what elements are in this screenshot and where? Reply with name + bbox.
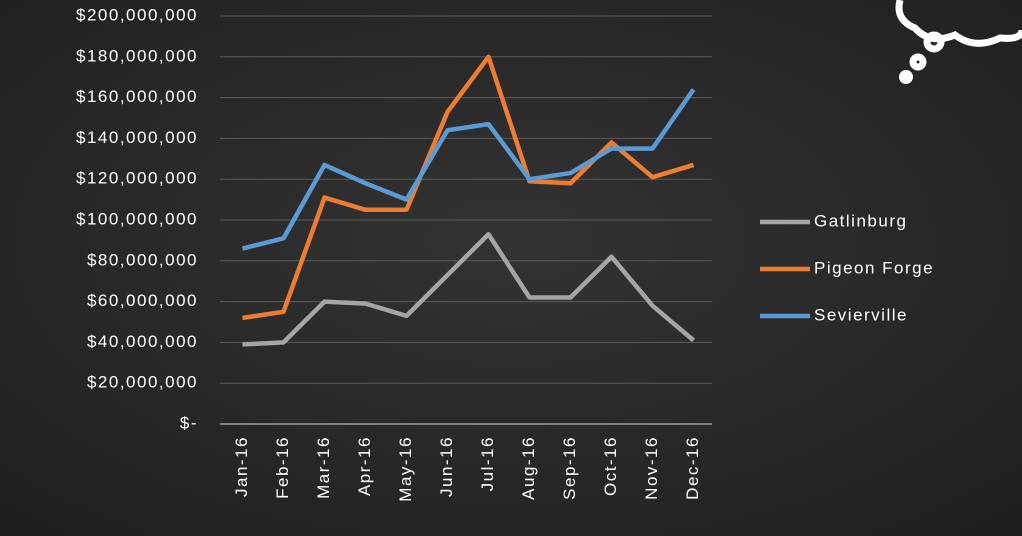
x-tick-label: Feb-16 [273, 436, 292, 499]
x-tick-label: Apr-16 [355, 436, 374, 496]
x-tick-label: Mar-16 [314, 436, 333, 499]
legend-item: Sevierville [760, 305, 908, 324]
y-tick-label: $200,000,000 [76, 5, 198, 24]
series-line [242, 232, 695, 347]
legend-label: Pigeon Forge [814, 258, 934, 277]
y-tick-label: $- [180, 413, 198, 432]
y-tick-label: $160,000,000 [76, 87, 198, 106]
legend-label: Gatlinburg [814, 211, 907, 230]
y-tick-label: $140,000,000 [76, 128, 198, 147]
x-tick-label: Oct-16 [601, 436, 620, 496]
y-tick-label: $60,000,000 [87, 291, 198, 310]
y-tick-label: $20,000,000 [87, 373, 198, 392]
x-tick-label: Jul-16 [478, 436, 497, 491]
y-tick-label: $100,000,000 [76, 209, 198, 228]
y-tick-label: $40,000,000 [87, 332, 198, 351]
legend-item: Gatlinburg [760, 211, 907, 230]
x-tick-label: Nov-16 [642, 436, 661, 500]
legend-item: Pigeon Forge [760, 258, 934, 277]
x-tick-label: Sep-16 [560, 436, 579, 500]
legend-label: Sevierville [814, 305, 908, 324]
thought-bubble [895, 0, 1022, 84]
y-tick-label: $120,000,000 [76, 169, 198, 188]
y-tick-label: $80,000,000 [87, 250, 198, 269]
x-tick-label: May-16 [396, 436, 415, 502]
series-line [241, 88, 696, 251]
y-tick-label: $180,000,000 [76, 46, 198, 65]
x-tick-label: Jun-16 [437, 436, 456, 497]
x-tick-label: Jan-16 [232, 436, 251, 497]
x-tick-label: Dec-16 [683, 436, 702, 500]
x-tick-label: Aug-16 [519, 436, 538, 500]
